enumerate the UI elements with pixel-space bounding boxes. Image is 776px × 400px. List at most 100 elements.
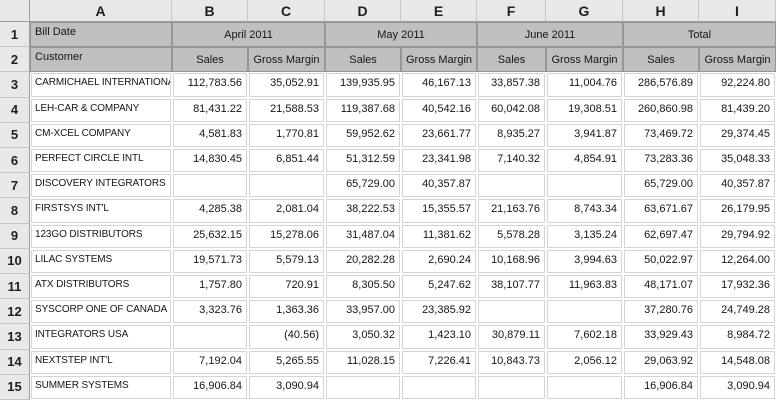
cell-G7[interactable] [547,174,622,198]
cell-C15[interactable]: 3,090.94 [249,375,324,399]
column-header-d[interactable]: D [325,0,401,22]
cell-D10[interactable]: 20,282.28 [326,249,400,273]
cell-G9[interactable]: 3,135.24 [547,224,622,248]
cell-D3[interactable]: 139,935.95 [326,73,400,97]
cell-A14[interactable]: NEXTSTEP INT'L [31,350,171,374]
cell-G3[interactable]: 11,004.76 [547,73,622,97]
cell-E5[interactable]: 23,661.77 [402,123,476,147]
cell-G5[interactable]: 3,941.87 [547,123,622,147]
cell-I9[interactable]: 29,794.92 [700,224,775,248]
cell-A3[interactable]: CARMICHAEL INTERNATIONAL [31,73,171,97]
cell-I13[interactable]: 8,984.72 [700,325,775,349]
customer-header-cell[interactable]: Customer [30,47,172,73]
cell-G11[interactable]: 11,963.83 [547,275,622,299]
subheader-may-sales[interactable]: Sales [325,47,401,73]
cell-G6[interactable]: 4,854.91 [547,149,622,173]
column-header-h[interactable]: H [623,0,699,22]
cell-B10[interactable]: 19,571.73 [173,249,247,273]
cell-A8[interactable]: FIRSTSYS INT'L [31,199,171,223]
subheader-total-sales[interactable]: Sales [623,47,699,73]
cell-E7[interactable]: 40,357.87 [402,174,476,198]
cell-D6[interactable]: 51,312.59 [326,149,400,173]
cell-B7[interactable] [173,174,247,198]
cell-C8[interactable]: 2,081.04 [249,199,324,223]
cell-G4[interactable]: 19,308.51 [547,98,622,122]
bill-date-header-cell[interactable]: Bill Date [30,22,172,48]
cell-B15[interactable]: 16,906.84 [173,375,247,399]
cell-I11[interactable]: 17,932.36 [700,275,775,299]
column-header-e[interactable]: E [401,0,477,22]
cell-B8[interactable]: 4,285.38 [173,199,247,223]
cell-F13[interactable]: 30,879.11 [478,325,545,349]
cell-A5[interactable]: CM-XCEL COMPANY [31,123,171,147]
cell-C9[interactable]: 15,278.06 [249,224,324,248]
cell-B3[interactable]: 112,783.56 [173,73,247,97]
cell-F4[interactable]: 60,042.08 [478,98,545,122]
cell-H15[interactable]: 16,906.84 [624,375,698,399]
cell-G10[interactable]: 3,994.63 [547,249,622,273]
column-header-c[interactable]: C [248,0,325,22]
cell-A12[interactable]: SYSCORP ONE OF CANADA [31,300,171,324]
subheader-april-sales[interactable]: Sales [172,47,248,73]
cell-B11[interactable]: 1,757.80 [173,275,247,299]
group-header-april-2011[interactable]: April 2011 [172,22,325,48]
row-header-12[interactable]: 12 [0,299,30,325]
cell-B12[interactable]: 3,323.76 [173,300,247,324]
cell-F6[interactable]: 7,140.32 [478,149,545,173]
cell-F5[interactable]: 8,935.27 [478,123,545,147]
cell-A11[interactable]: ATX DISTRIBUTORS [31,275,171,299]
select-all-corner[interactable] [0,0,30,22]
cell-E14[interactable]: 7,226.41 [402,350,476,374]
cell-D12[interactable]: 33,957.00 [326,300,400,324]
cell-I14[interactable]: 14,548.08 [700,350,775,374]
cell-D9[interactable]: 31,487.04 [326,224,400,248]
group-header-total[interactable]: Total [623,22,776,48]
row-header-9[interactable]: 9 [0,223,30,249]
column-header-b[interactable]: B [172,0,248,22]
row-header-6[interactable]: 6 [0,148,30,174]
group-header-june-2011[interactable]: June 2011 [477,22,623,48]
cell-E11[interactable]: 5,247.62 [402,275,476,299]
cell-G15[interactable] [547,375,622,399]
cell-H14[interactable]: 29,063.92 [624,350,698,374]
row-header-8[interactable]: 8 [0,198,30,224]
cell-I4[interactable]: 81,439.20 [700,98,775,122]
cell-I10[interactable]: 12,264.00 [700,249,775,273]
cell-A4[interactable]: LEH-CAR & COMPANY [31,98,171,122]
cell-E6[interactable]: 23,341.98 [402,149,476,173]
group-header-may-2011[interactable]: May 2011 [325,22,477,48]
cell-H4[interactable]: 260,860.98 [624,98,698,122]
cell-E4[interactable]: 40,542.16 [402,98,476,122]
cell-D11[interactable]: 8,305.50 [326,275,400,299]
cell-B4[interactable]: 81,431.22 [173,98,247,122]
column-header-i[interactable]: I [699,0,776,22]
cell-G13[interactable]: 7,602.18 [547,325,622,349]
cell-B6[interactable]: 14,830.45 [173,149,247,173]
cell-C14[interactable]: 5,265.55 [249,350,324,374]
cell-D13[interactable]: 3,050.32 [326,325,400,349]
cell-A13[interactable]: INTEGRATORS USA [31,325,171,349]
cell-C11[interactable]: 720.91 [249,275,324,299]
cell-A10[interactable]: LILAC SYSTEMS [31,249,171,273]
subheader-total-gross-margin[interactable]: Gross Margin [699,47,776,73]
cell-F3[interactable]: 33,857.38 [478,73,545,97]
cell-H10[interactable]: 50,022.97 [624,249,698,273]
cell-H3[interactable]: 286,576.89 [624,73,698,97]
cell-E13[interactable]: 1,423.10 [402,325,476,349]
cell-G8[interactable]: 8,743.34 [547,199,622,223]
cell-C4[interactable]: 21,588.53 [249,98,324,122]
cell-B5[interactable]: 4,581.83 [173,123,247,147]
cell-H5[interactable]: 73,469.72 [624,123,698,147]
row-header-1[interactable]: 1 [0,22,30,48]
column-header-a[interactable]: A [30,0,172,22]
row-header-3[interactable]: 3 [0,72,30,98]
cell-G12[interactable] [547,300,622,324]
cell-A9[interactable]: 123GO DISTRIBUTORS [31,224,171,248]
cell-H11[interactable]: 48,171.07 [624,275,698,299]
row-header-15[interactable]: 15 [0,374,30,400]
cell-D7[interactable]: 65,729.00 [326,174,400,198]
row-header-10[interactable]: 10 [0,248,30,274]
row-header-14[interactable]: 14 [0,349,30,375]
cell-H12[interactable]: 37,280.76 [624,300,698,324]
cell-I7[interactable]: 40,357.87 [700,174,775,198]
